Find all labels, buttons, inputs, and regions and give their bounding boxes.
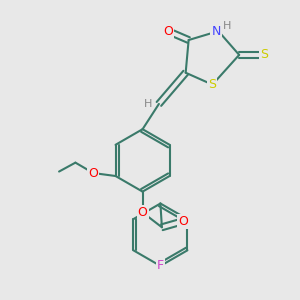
Text: S: S	[208, 78, 216, 91]
Text: S: S	[260, 48, 268, 62]
Text: O: O	[88, 167, 98, 179]
Text: H: H	[143, 99, 152, 109]
Text: F: F	[157, 260, 164, 272]
Text: N: N	[211, 25, 221, 38]
Text: O: O	[178, 215, 188, 228]
Text: H: H	[223, 21, 231, 31]
Text: O: O	[138, 206, 148, 219]
Text: O: O	[163, 25, 173, 38]
